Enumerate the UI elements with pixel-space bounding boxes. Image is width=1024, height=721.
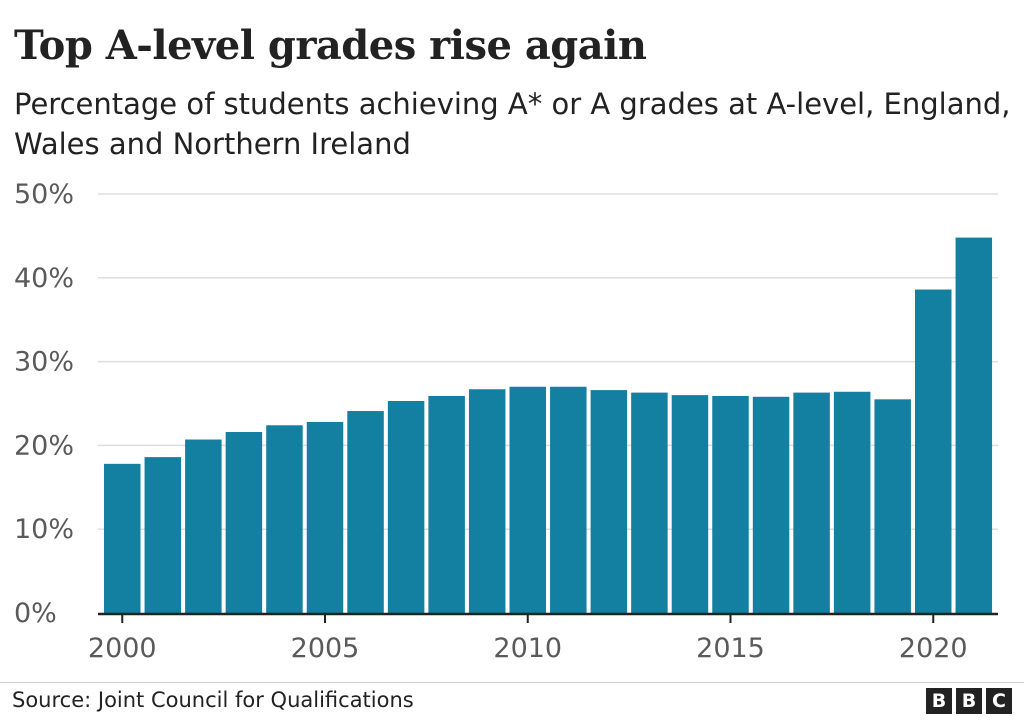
y-tick-label: 30% bbox=[14, 347, 74, 378]
bars bbox=[104, 237, 993, 613]
bar-2004 bbox=[266, 425, 303, 613]
bar-2001 bbox=[144, 457, 182, 613]
bar-2021 bbox=[955, 237, 993, 613]
bbc-logo: B B C bbox=[926, 688, 1012, 714]
y-tick-label: 10% bbox=[14, 514, 74, 545]
chart-subtitle: Percentage of students achieving A* or A… bbox=[14, 87, 1011, 161]
bbc-logo-letter: B bbox=[956, 688, 982, 714]
bar-2015 bbox=[712, 395, 749, 613]
x-tick-label: 2010 bbox=[493, 633, 562, 664]
bar-2008 bbox=[428, 395, 465, 613]
x-tick-label: 2015 bbox=[696, 633, 765, 664]
bar-2013 bbox=[631, 392, 668, 613]
bar-2016 bbox=[752, 396, 790, 613]
bar-2002 bbox=[185, 439, 222, 613]
source-note: Source: Joint Council for Qualifications bbox=[12, 688, 414, 712]
y-tick-label: 50% bbox=[14, 179, 74, 210]
chart-title: Top A-level grades rise again bbox=[14, 22, 647, 69]
bbc-logo-letter: C bbox=[986, 688, 1012, 714]
bbc-logo-letter: B bbox=[926, 688, 952, 714]
bar-2010 bbox=[509, 386, 546, 613]
y-axis-ticks: 0% 10% 20% 30% 40% 50% bbox=[14, 179, 74, 629]
y-tick-label: 20% bbox=[14, 430, 74, 461]
bar-2018 bbox=[833, 391, 871, 613]
bar-2020 bbox=[915, 289, 952, 613]
footer-divider bbox=[0, 682, 1024, 683]
bar-2011 bbox=[550, 386, 587, 613]
x-axis-ticks: 2000 2005 2010 2015 2020 bbox=[88, 615, 968, 664]
bar-2019 bbox=[874, 399, 911, 613]
bar-2012 bbox=[590, 390, 628, 613]
y-tick-label: 0% bbox=[14, 598, 57, 629]
bar-chart: 0% 10% 20% 30% 40% 50% 2000 2005 2010 2015 2020 bbox=[14, 179, 998, 664]
x-tick-label: 2000 bbox=[88, 633, 157, 664]
x-tick-label: 2005 bbox=[291, 633, 360, 664]
bar-2000 bbox=[104, 463, 141, 613]
bar-2003 bbox=[225, 431, 263, 613]
x-tick-label: 2020 bbox=[899, 633, 968, 664]
bar-2009 bbox=[468, 389, 506, 613]
bar-2007 bbox=[387, 400, 425, 613]
bar-2014 bbox=[671, 395, 709, 613]
y-tick-label: 40% bbox=[14, 263, 74, 294]
bar-2006 bbox=[347, 411, 384, 613]
bar-2017 bbox=[793, 392, 830, 613]
bar-2005 bbox=[306, 421, 344, 613]
